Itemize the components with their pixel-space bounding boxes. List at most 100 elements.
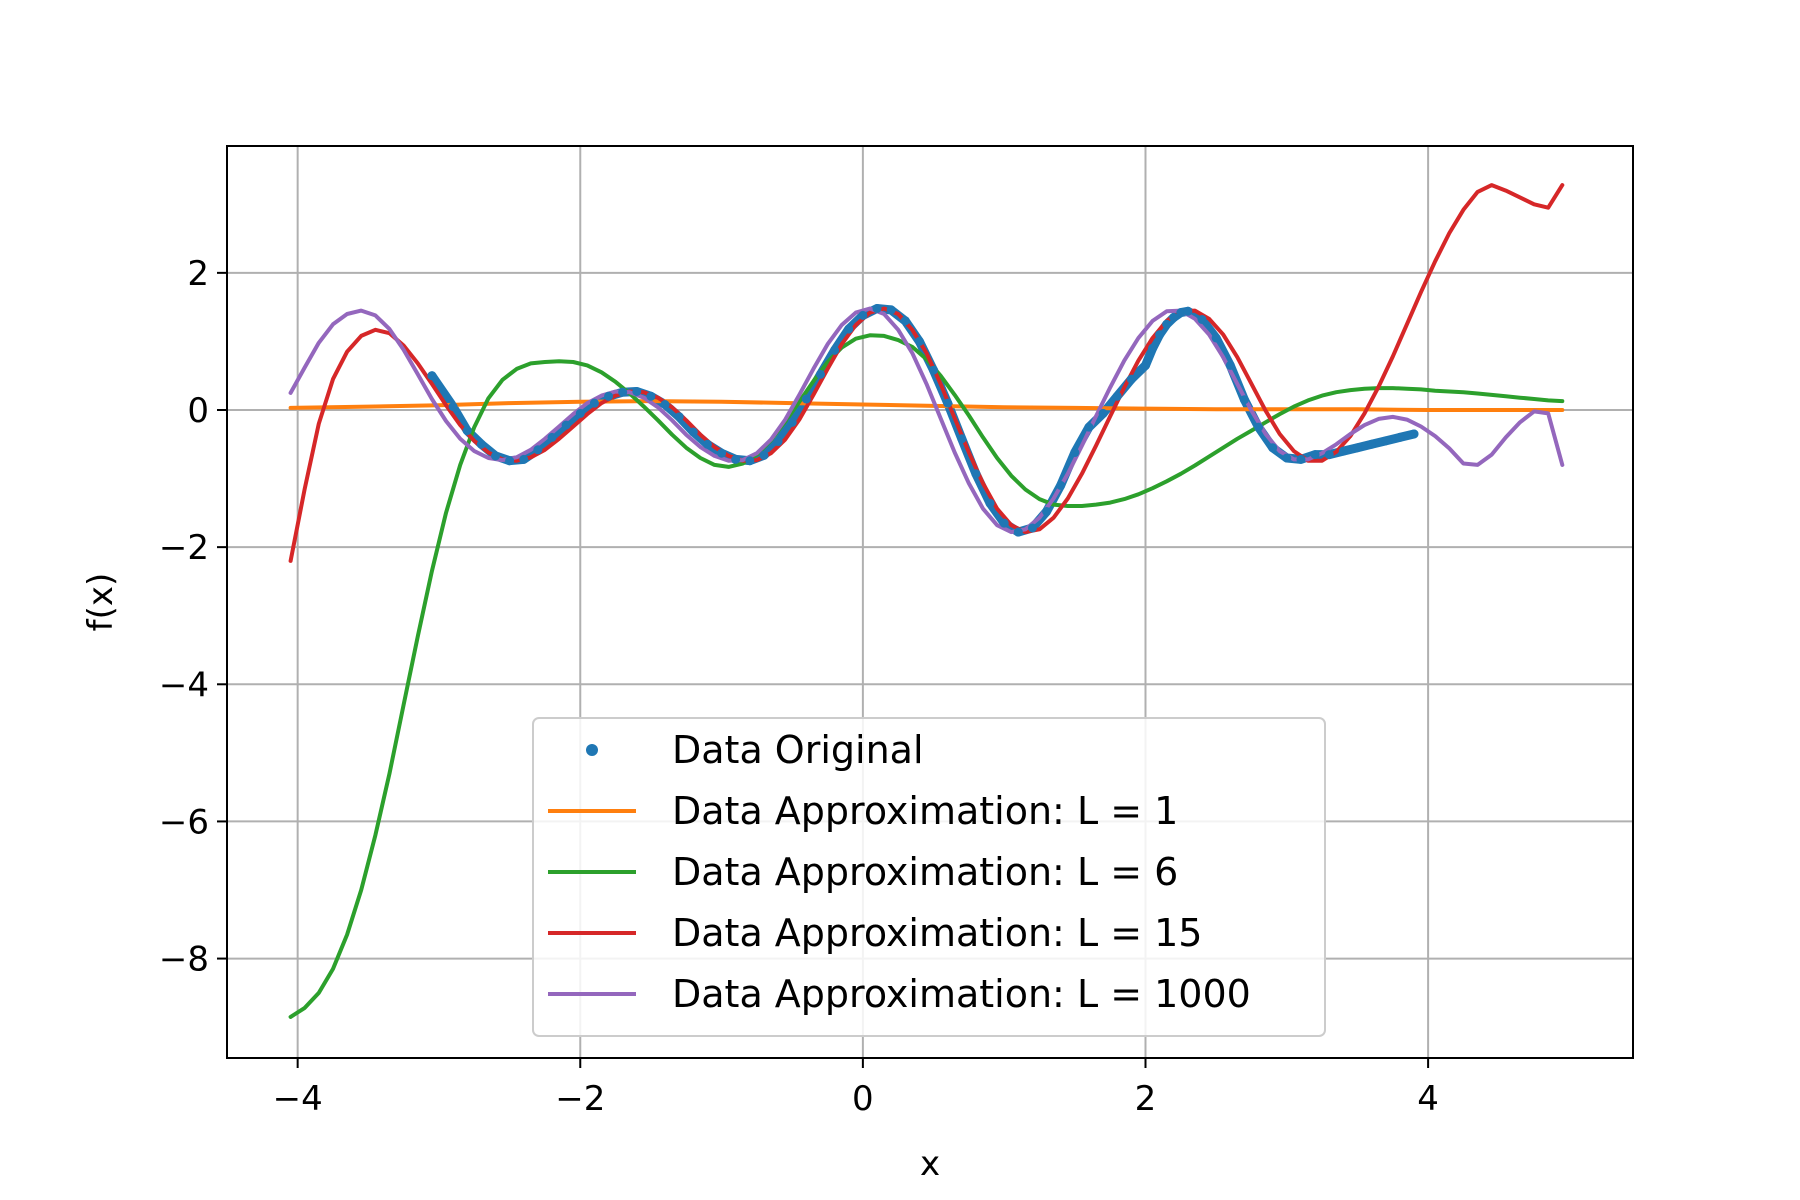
axes-frame [226, 145, 1634, 1059]
data-original-point [1169, 312, 1179, 322]
data-original-point [1324, 450, 1334, 460]
data-original-point [900, 316, 910, 326]
data-original-point [632, 386, 642, 396]
x-ticks: −4 −2 0 2 4 [273, 1058, 1439, 1119]
data-original-point [702, 439, 712, 449]
data-original-point [1183, 306, 1193, 316]
data-original-point [505, 456, 515, 466]
data-original-point [872, 304, 882, 314]
data-original-point [427, 371, 437, 381]
data-original-point [476, 439, 486, 449]
data-original-point [561, 420, 571, 430]
data-original-point [1268, 443, 1278, 453]
data-original-point [1112, 391, 1122, 401]
data-original-point [1310, 450, 1320, 460]
data-original-point [1197, 314, 1207, 324]
data-original-point [688, 427, 698, 437]
data-original-point [646, 391, 656, 401]
data-original-point [1056, 480, 1066, 490]
data-original-point [1084, 422, 1094, 432]
legend-label: Data Approximation: L = 1 [672, 789, 1178, 833]
data-original-point [773, 437, 783, 447]
legend-marker-dot [586, 744, 598, 756]
data-original-point [448, 402, 458, 412]
y-axis-label: f(x) [81, 573, 121, 632]
y-tick-label: 2 [187, 254, 209, 294]
data-original-point [547, 432, 557, 442]
data-original-point [1409, 429, 1419, 439]
legend-label: Data Approximation: L = 1000 [672, 972, 1251, 1016]
data-original-point [1282, 453, 1292, 463]
data-original-point [604, 391, 614, 401]
data-original-point [717, 448, 727, 458]
legend-label: Data Approximation: L = 6 [672, 850, 1178, 894]
y-tick-label: −4 [159, 665, 209, 705]
y-tick-label: −8 [159, 940, 209, 980]
data-original-point [1211, 333, 1221, 343]
data-original-point [914, 336, 924, 346]
data-original-point [1162, 319, 1172, 329]
data-original-point [745, 456, 755, 466]
data-original-point [1296, 454, 1306, 464]
data-original-point [801, 394, 811, 404]
data-original-point [575, 408, 585, 418]
data-original-point [660, 400, 670, 410]
data-original-point [519, 454, 529, 464]
data-original-point [1027, 523, 1037, 533]
x-tick-label: −2 [555, 1079, 605, 1119]
data-original-point [1155, 330, 1165, 340]
y-ticks: −8 −6 −4 −2 0 2 [159, 254, 227, 980]
data-original-point [1381, 436, 1391, 446]
data-original-point [943, 398, 953, 408]
data-original-point [815, 369, 825, 379]
data-original-point [844, 324, 854, 334]
data-original-point [759, 450, 769, 460]
data-original-point [1352, 443, 1362, 453]
x-tick-label: 0 [852, 1079, 874, 1119]
data-original-point [1126, 374, 1136, 384]
data-original-point [1042, 506, 1052, 516]
data-original-point [1239, 395, 1249, 405]
data-original-point [1225, 360, 1235, 370]
data-original-point [618, 387, 628, 397]
series-line-4 [288, 306, 1565, 535]
data-original-point [1176, 308, 1186, 318]
data-original-point [1140, 360, 1150, 370]
legend-frame [532, 717, 1326, 1037]
series-layer [288, 183, 1565, 1019]
legend-label: Data Approximation: L = 15 [672, 911, 1202, 955]
series-line-2 [288, 333, 1565, 1019]
data-original-point [1070, 448, 1080, 458]
x-tick-label: 2 [1135, 1079, 1157, 1119]
data-original-point [957, 434, 967, 444]
x-tick-label: 4 [1417, 1079, 1439, 1119]
y-tick-label: 0 [187, 391, 209, 431]
data-original-point [1367, 439, 1377, 449]
plot-area [288, 183, 1565, 1019]
data-original-point [1395, 432, 1405, 442]
data-original-point [830, 345, 840, 355]
data-original-point [731, 454, 741, 464]
data-original-point [1148, 343, 1158, 353]
data-original-point [886, 305, 896, 315]
data-original-point [1338, 446, 1348, 456]
data-original-point [858, 310, 868, 320]
data-original-point [787, 417, 797, 427]
y-tick-label: −2 [159, 528, 209, 568]
x-tick-label: −4 [273, 1079, 323, 1119]
data-original-point [999, 518, 1009, 528]
data-original-point [1254, 422, 1264, 432]
legend-label: Data Original [672, 728, 924, 772]
y-tick-label: −6 [159, 802, 209, 842]
legend: Data Original Data Approximation: L = 1 Da… [532, 717, 1326, 1037]
data-original-point [674, 412, 684, 422]
data-original-point [490, 451, 500, 461]
data-original-point [929, 365, 939, 375]
data-original-point [589, 398, 599, 408]
data-original-point [985, 498, 995, 508]
data-original-point [533, 445, 543, 455]
data-original-point [462, 426, 472, 436]
data-original-point [971, 469, 981, 479]
x-axis-label: x [920, 1144, 940, 1184]
